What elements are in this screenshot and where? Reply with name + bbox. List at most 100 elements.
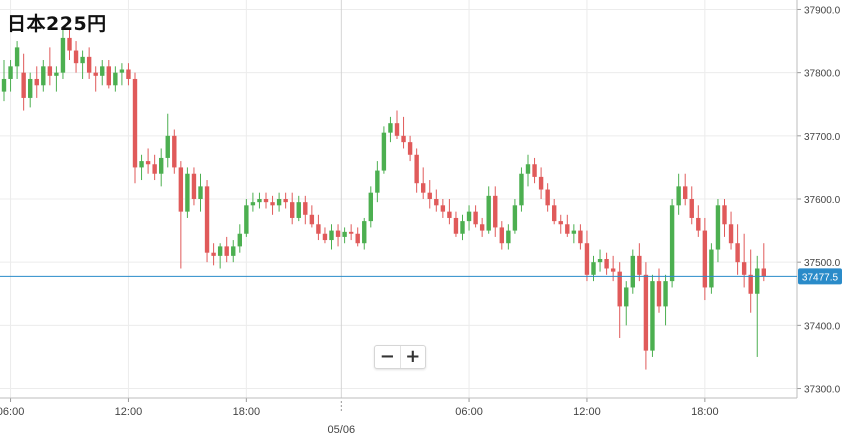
candle-body	[263, 199, 269, 203]
y-tick-label: 37700.0	[804, 132, 841, 143]
candle-body	[316, 224, 321, 234]
candle-body	[447, 211, 452, 218]
candle-body	[283, 199, 288, 203]
candles	[1, 28, 766, 370]
candle-body	[335, 230, 341, 237]
candle-body	[8, 66, 13, 79]
candle-body	[368, 192, 373, 222]
candle-body	[525, 164, 531, 174]
x-tick-label: 06:00	[455, 406, 483, 418]
candle-body	[296, 202, 301, 218]
candle-body	[34, 78, 39, 86]
zoom-controls: − +	[374, 345, 426, 369]
candle-body	[755, 268, 760, 294]
candle-body	[270, 202, 275, 206]
candle-body	[322, 233, 328, 241]
candle-body	[545, 189, 550, 206]
candle-body	[113, 72, 118, 86]
candle-body	[394, 123, 400, 136]
candle-body	[591, 262, 596, 275]
candle-body	[519, 173, 524, 206]
candle-body	[132, 78, 138, 168]
candle-body	[355, 233, 360, 244]
candle-body	[479, 224, 485, 231]
candle-body	[276, 199, 282, 206]
current-price-badge	[798, 268, 842, 285]
candle-body	[696, 217, 701, 231]
candle-body	[139, 161, 144, 168]
y-tick-label: 37900.0	[804, 5, 841, 16]
candle-body	[165, 135, 170, 158]
candle-body	[67, 37, 72, 51]
candle-body	[73, 50, 79, 64]
candle-body	[624, 287, 629, 307]
candle-body	[198, 186, 203, 199]
candle-body	[362, 221, 367, 244]
candle-body	[571, 230, 577, 234]
zoom-out-button[interactable]: −	[379, 346, 395, 367]
candle-body	[617, 271, 622, 307]
candle-body	[722, 205, 727, 225]
candle-body	[466, 211, 472, 222]
candle-body	[709, 249, 714, 288]
chart-title: 日本225円	[7, 13, 107, 35]
x-tick-label: 18:00	[691, 406, 719, 418]
candle-body	[86, 56, 92, 73]
candle-body	[656, 281, 662, 307]
candle-body	[119, 69, 125, 73]
candle-body	[14, 47, 20, 67]
y-tick-label: 37800.0	[804, 69, 841, 80]
candle-body	[244, 205, 249, 234]
y-tick-label: 37400.0	[804, 321, 841, 332]
candle-body	[735, 243, 740, 263]
candle-body	[1, 78, 7, 92]
candle-body	[506, 230, 511, 244]
candle-body	[512, 205, 518, 231]
candle-body	[342, 231, 347, 237]
candle-body	[250, 202, 256, 206]
candle-body	[538, 176, 544, 190]
candle-body	[237, 233, 242, 247]
y-tick-label: 37600.0	[804, 195, 841, 206]
candle-body	[217, 246, 223, 256]
candle-body	[414, 154, 419, 184]
candle-body	[676, 186, 681, 206]
candle-body	[329, 230, 334, 241]
x-tick-label: 06:00	[0, 406, 24, 418]
day-separator-label: 05/06	[328, 424, 356, 436]
candle-body	[309, 214, 315, 225]
x-tick-label: 12:00	[573, 406, 601, 418]
candle-body	[453, 217, 459, 234]
candle-body	[145, 161, 151, 165]
candle-body	[231, 246, 236, 256]
candle-body	[388, 123, 393, 133]
x-tick-label: 12:00	[115, 406, 143, 418]
y-tick-label: 37500.0	[804, 258, 841, 269]
candle-body	[702, 230, 708, 288]
candle-body	[421, 183, 426, 193]
candle-body	[348, 231, 354, 234]
candle-body	[689, 199, 694, 218]
candle-body	[204, 186, 210, 253]
candle-body	[761, 268, 766, 277]
candle-body	[159, 157, 164, 174]
candle-body	[375, 170, 380, 193]
candle-body	[650, 281, 655, 351]
candle-body	[715, 205, 721, 250]
candle-body	[427, 192, 432, 199]
candle-body	[597, 259, 603, 263]
candle-body	[584, 243, 590, 275]
candle-body	[610, 268, 616, 272]
candle-body	[434, 199, 439, 206]
candle-body	[728, 224, 734, 244]
candle-body	[93, 72, 98, 76]
candle-body	[185, 173, 190, 212]
candle-body	[486, 195, 491, 231]
candle-body	[604, 259, 609, 269]
candle-body	[630, 255, 635, 288]
zoom-in-button[interactable]: +	[399, 346, 426, 368]
candle-body	[126, 69, 131, 79]
candle-body	[499, 227, 504, 244]
